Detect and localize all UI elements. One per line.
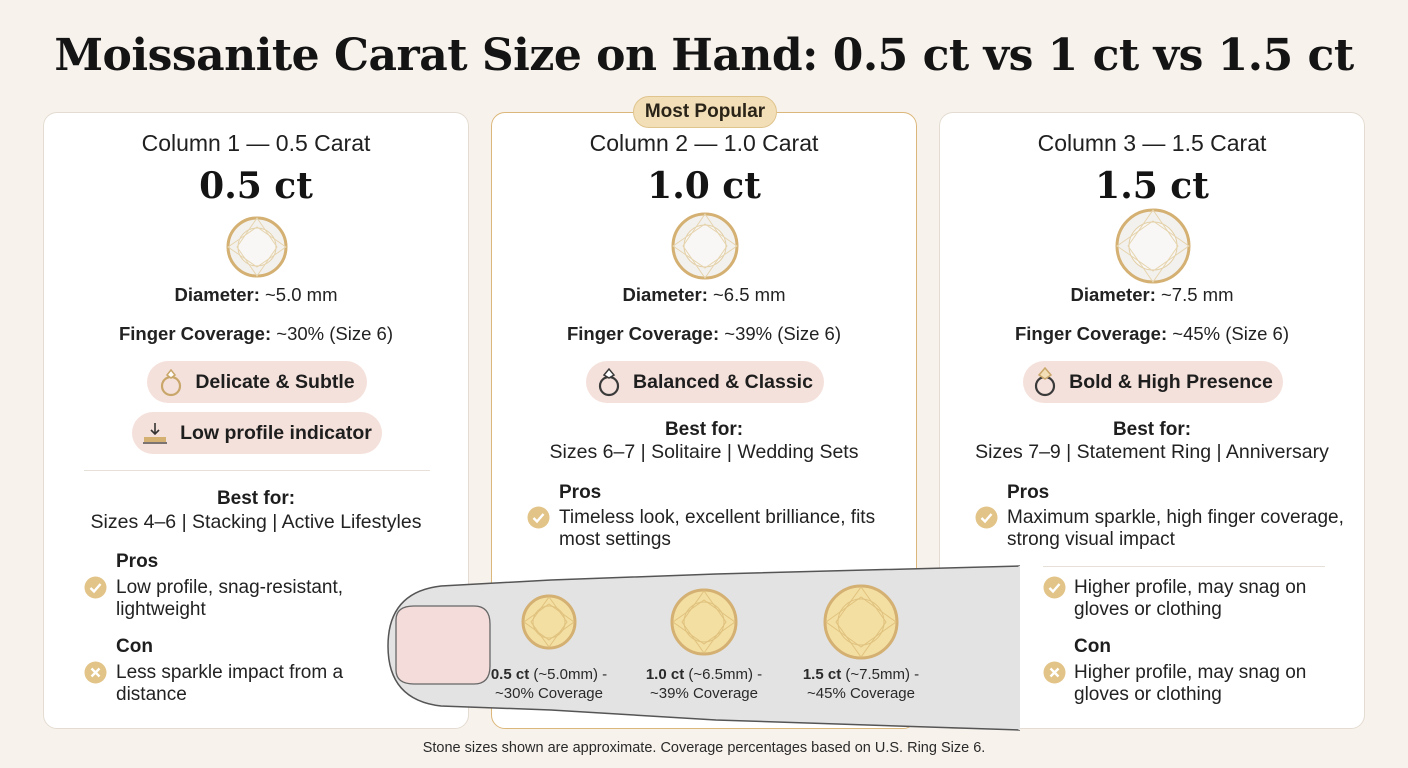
stone-label-1-0-ct: 1.0 ct (~6.5mm) - ~39% Coverage [645,666,763,702]
low-profile-tag: Low profile indicator [132,412,382,454]
gem-icon [1115,208,1191,284]
most-popular-badge: Most Popular [633,96,777,128]
con-heading: Con [1074,636,1111,657]
con-heading: Con [116,636,153,657]
best-for-value: Sizes 7–9 | Statement Ring | Anniversary [975,441,1329,463]
style-tag: Bold & High Presence [1023,361,1283,403]
coverage-row: Finger Coverage: ~30% (Size 6) [118,323,393,344]
stone-1-5-ct [823,584,899,660]
pros-text: Timeless look, excellent brilliance, fit… [559,507,876,550]
con-text: Less sparkle impact from a distance [116,662,344,705]
check-icon [975,506,998,529]
finger-illustration [387,565,1020,731]
low-profile-icon [143,423,168,444]
pros-heading: Pros [559,482,602,503]
style-tag: Balanced & Classic [586,361,824,403]
gem-icon [671,212,739,280]
column-label: Column 2 — 1.0 Carat [589,130,819,156]
cross-icon [1043,661,1066,684]
ring-icon [598,367,620,397]
best-for-value: Sizes 6–7 | Solitaire | Wedding Sets [549,441,859,463]
diameter-row: Diameter: ~5.0 mm [174,284,338,305]
pros-text: Low profile, snag-resistant, lightweight [116,577,344,620]
best-for-heading: Best for: [216,488,296,509]
best-for-value: Sizes 4–6 | Stacking | Active Lifestyles [90,511,422,533]
column-card-0-5-ct: Column 1 — 0.5 Carat 0.5 ct Diameter: ~5… [43,112,469,729]
diameter-row: Diameter: ~7.5 mm [1070,284,1234,305]
pros-text: Maximum sparkle, high finger coverage, s… [1007,507,1344,550]
check-icon [1043,576,1066,599]
diameter-row: Diameter: ~6.5 mm [622,284,786,305]
best-for-heading: Best for: [664,419,744,440]
stone-0-5-ct [521,594,577,650]
column-label: Column 1 — 0.5 Carat [141,130,371,156]
style-tag: Delicate & Subtle [147,361,367,403]
pros-heading: Pros [116,551,159,572]
check-icon [527,506,550,529]
carat-heading: 0.5 ct [199,165,313,207]
stone-1-0-ct [670,588,738,656]
footnote: Stone sizes shown are approximate. Cover… [422,740,986,756]
carat-heading: 1.5 ct [1095,165,1209,207]
divider [1043,566,1325,567]
ring-icon [1035,367,1056,397]
check-icon [84,576,107,599]
pros-heading: Pros [1007,482,1050,503]
pros-text-secondary: Higher profile, may snag on gloves or cl… [1074,577,1307,620]
page-title: Moissanite Carat Size on Hand: 0.5 ct vs… [54,30,1354,81]
divider [84,470,430,471]
ring-icon [161,368,182,397]
stone-label-1-5-ct: 1.5 ct (~7.5mm) - ~45% Coverage [802,666,920,702]
best-for-heading: Best for: [1112,419,1192,440]
coverage-row: Finger Coverage: ~45% (Size 6) [1014,323,1289,344]
column-label: Column 3 — 1.5 Carat [1037,130,1267,156]
cross-icon [84,661,107,684]
coverage-row: Finger Coverage: ~39% (Size 6) [566,323,841,344]
carat-heading: 1.0 ct [647,165,761,207]
gem-icon [226,216,288,278]
stone-label-0-5-ct: 0.5 ct (~5.0mm) - ~30% Coverage [490,666,608,702]
con-text: Higher profile, may snag on gloves or cl… [1074,662,1307,705]
